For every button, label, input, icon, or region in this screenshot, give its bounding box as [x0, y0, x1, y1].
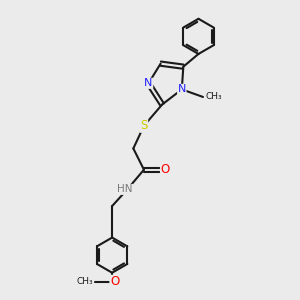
Text: CH₃: CH₃ — [205, 92, 222, 101]
Text: CH₃: CH₃ — [76, 277, 93, 286]
Text: N: N — [178, 84, 186, 94]
Text: N: N — [144, 78, 153, 88]
Text: S: S — [140, 119, 148, 132]
Text: HN: HN — [117, 184, 133, 194]
Text: O: O — [110, 275, 119, 288]
Text: O: O — [160, 163, 170, 176]
